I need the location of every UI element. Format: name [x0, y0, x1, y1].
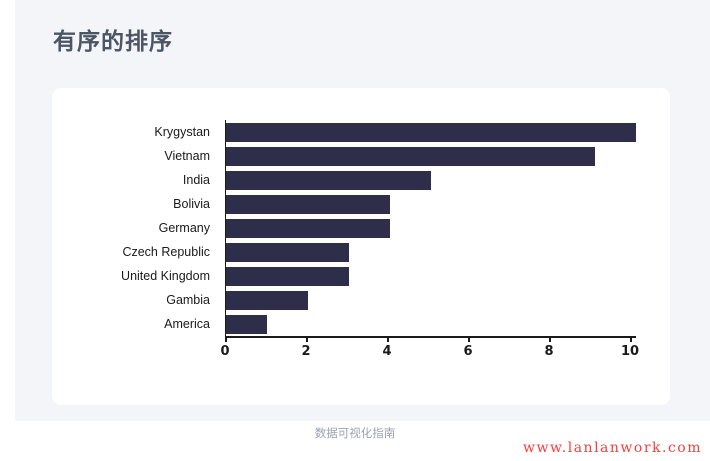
bar-row: [226, 120, 636, 144]
x-axis-tick-label: 10: [620, 344, 640, 359]
bar-row: [226, 312, 636, 336]
x-axis-tick-label: 6: [463, 344, 473, 359]
bar: [226, 242, 349, 262]
y-axis-label: Gambia: [166, 293, 210, 307]
bar-chart: Krygystan Vietnam India Bolivia Germany Czech…: [52, 88, 670, 405]
page-title: 有序的排序: [53, 29, 173, 55]
y-axis-label: Vietnam: [164, 149, 210, 163]
y-axis-category-labels: Krygystan Vietnam India Bolivia Germany Czech…: [52, 120, 218, 336]
bar: [226, 122, 636, 142]
bar: [226, 218, 390, 238]
bar-row: [226, 168, 636, 192]
chart-card: Krygystan Vietnam India Bolivia Germany Czech…: [52, 88, 670, 405]
y-axis-label: Bolivia: [173, 197, 210, 211]
x-axis-ticks: [225, 336, 632, 342]
bar-row: [226, 240, 636, 264]
bar: [226, 314, 267, 334]
y-axis-label: Germany: [158, 221, 210, 235]
x-axis-tick: [306, 336, 308, 342]
y-axis-label: United Kingdom: [121, 269, 210, 283]
x-axis-tick: [225, 336, 227, 342]
y-axis-label: India: [182, 173, 210, 187]
bar-row: [226, 144, 636, 168]
x-axis-tick: [549, 336, 551, 342]
bar: [226, 170, 431, 190]
x-axis-tick-label: 2: [301, 344, 311, 359]
bar: [226, 290, 308, 310]
bar-series: [226, 120, 636, 336]
bar: [226, 266, 349, 286]
bar: [226, 194, 390, 214]
bar-row: [226, 264, 636, 288]
y-axis-label: America: [164, 317, 210, 331]
bar-row: [226, 288, 636, 312]
x-axis-tick: [468, 336, 470, 342]
x-axis-tick-label: 8: [544, 344, 554, 359]
y-axis-label: Krygystan: [154, 125, 210, 139]
bar: [226, 146, 595, 166]
bar-row: [226, 216, 636, 240]
x-axis-line: [225, 336, 636, 338]
x-axis-tick-labels: 0 2 4 6 8 10: [220, 344, 639, 362]
bar-row: [226, 192, 636, 216]
page-canvas: 有序的排序 Krygystan Vietnam India Bolivia German…: [15, 0, 710, 421]
site-watermark: www.lanlanwork.com: [522, 440, 702, 456]
plot-area: [225, 120, 636, 336]
x-axis-tick-label: 0: [220, 344, 230, 359]
x-axis-tick: [630, 336, 632, 342]
x-axis-tick: [387, 336, 389, 342]
footer-caption: 数据可视化指南: [314, 426, 396, 440]
x-axis-tick-label: 4: [382, 344, 392, 359]
y-axis-label: Czech Republic: [122, 245, 210, 259]
